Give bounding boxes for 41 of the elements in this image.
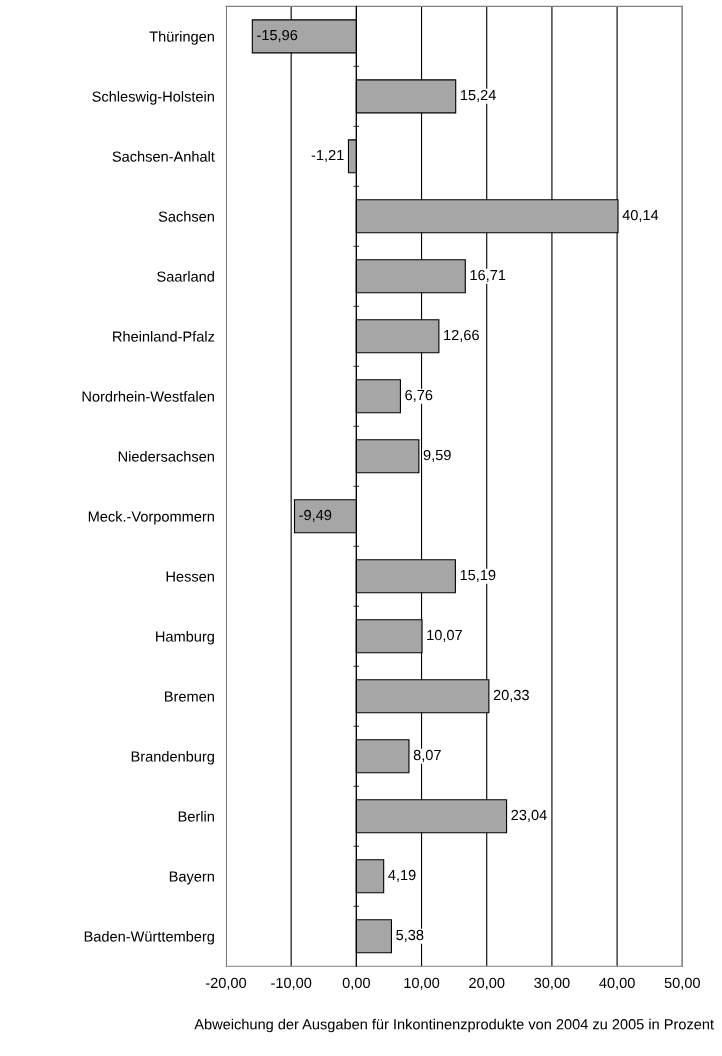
x-tick-label: -20,00 (205, 977, 247, 990)
data-label: -1,21 (311, 149, 344, 162)
data-label: 15,24 (460, 89, 496, 102)
data-label: 23,04 (511, 809, 547, 822)
y-tick-label: Bremen (165, 691, 214, 702)
y-tick-label: Berlin (178, 810, 214, 822)
data-label: 16,71 (470, 269, 506, 282)
x-tick-label: 0,00 (342, 977, 370, 990)
data-label: 15,19 (460, 569, 496, 582)
y-tick-label: Brandenburg (131, 750, 214, 765)
y-tick-label: Schleswig-Holstein (92, 91, 214, 105)
data-label: 6,76 (405, 389, 433, 402)
y-tick-label: Bayern (169, 871, 214, 885)
data-label: 5,38 (396, 929, 424, 942)
data-label: -15,96 (257, 29, 298, 42)
x-tick-label: 10,00 (404, 977, 440, 990)
x-tick-label: 50,00 (664, 977, 700, 990)
y-tick-label: Sachsen (158, 211, 214, 222)
data-label: 9,59 (423, 449, 451, 462)
y-tick-label: Thüringen (149, 31, 214, 45)
y-tick-label: Baden-Württemberg (84, 930, 214, 945)
y-tick-label: Meck.-Vorpommern (88, 511, 214, 525)
data-label: 10,07 (427, 629, 462, 642)
y-tick-label: Niedersachsen (118, 451, 214, 462)
y-tick-label: Nordrhein-Westfalen (82, 391, 214, 402)
y-tick-label: Hessen (166, 571, 214, 582)
x-tick-label: 20,00 (469, 977, 505, 990)
data-label: 40,14 (622, 209, 659, 222)
x-tick-label: 40,00 (599, 977, 635, 990)
data-label: -9,49 (299, 509, 332, 522)
y-tick-label: Hamburg (156, 630, 214, 645)
data-label: 12,66 (444, 329, 479, 342)
data-label: 20,33 (493, 689, 529, 702)
y-tick-label: Rheinland-Pfalz (113, 331, 215, 342)
y-tick-label: Saarland (157, 271, 214, 282)
x-tick-label: 30,00 (534, 977, 570, 990)
data-label: 4,19 (388, 869, 416, 882)
data-label: 8,07 (413, 749, 441, 762)
y-tick-label: Sachsen-Anhalt (112, 151, 215, 162)
x-axis-title: Abweichung der Ausgaben für Inkontinenzprodukte von 2004 zu 2005 in Prozent (194, 1018, 714, 1033)
x-tick-label: -10,00 (271, 977, 312, 990)
